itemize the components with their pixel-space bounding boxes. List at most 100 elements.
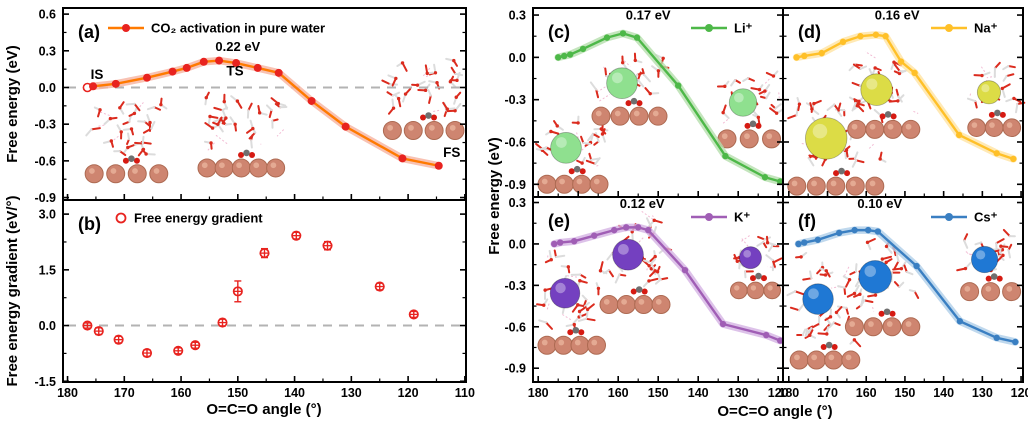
- copper-atom: [554, 174, 574, 194]
- water-o-h-bond: [582, 141, 592, 145]
- oxygen-atom: [656, 69, 661, 73]
- copper-atom: [845, 176, 865, 196]
- water-o-h-bond: [794, 290, 805, 296]
- data-point-marker: [1012, 338, 1019, 346]
- water-o-h-bond: [804, 328, 809, 338]
- water-o-h-bond: [1005, 73, 1015, 78]
- co2-carbon-atom: [994, 109, 1001, 117]
- co2-oxygen-atom: [636, 100, 643, 107]
- gradient-open-marker: [217, 317, 228, 328]
- oxygen-atom: [834, 310, 839, 315]
- y-tick-label: -0.6: [504, 320, 526, 334]
- water-o-h-bond: [606, 252, 614, 261]
- data-point-marker: [645, 226, 652, 234]
- oxygen-atom: [884, 244, 889, 249]
- inset-molecular-structure: [381, 57, 465, 141]
- data-point-marker: [857, 33, 864, 40]
- oxygen-atom: [555, 124, 559, 128]
- water-o-h-bond: [150, 120, 156, 130]
- oxygen-atom: [394, 76, 398, 81]
- x-tick-label: 150: [648, 386, 669, 400]
- hydrogen-bond: [967, 252, 973, 256]
- copper-atom: [197, 158, 217, 178]
- y-tick-label: 0.6: [39, 8, 56, 22]
- copper-atom: [824, 350, 844, 370]
- copper-atom: [901, 317, 921, 337]
- copper-atom: [865, 119, 885, 139]
- oxygen-atom: [810, 107, 814, 111]
- copper-atom: [587, 335, 606, 355]
- oxygen-atom: [858, 292, 862, 296]
- y-tick-label: 0.0: [39, 319, 56, 333]
- water-o-h-bond: [577, 317, 588, 322]
- oxygen-atom: [647, 264, 651, 268]
- copper-atom-highlight: [253, 162, 260, 169]
- y-tick-label: -0.9: [34, 191, 56, 205]
- hydrogen-bond: [764, 78, 771, 84]
- data-point-marker: [182, 63, 191, 72]
- oxygen-atom: [543, 288, 547, 292]
- co2-carbon-atom: [755, 272, 762, 280]
- hydrogen-bond: [864, 51, 876, 59]
- cation-highlight: [864, 265, 876, 277]
- oxygen-atom: [648, 91, 652, 96]
- alkali-cation-sphere: [612, 238, 644, 271]
- water-o-h-bond: [905, 270, 914, 276]
- hydrogen-bond: [652, 215, 654, 218]
- water-o-h-bond: [854, 263, 858, 273]
- copper-atom: [883, 119, 903, 139]
- y-tick-label: -0.9: [504, 362, 526, 376]
- copper-atom: [214, 158, 234, 178]
- data-point-marker: [864, 226, 872, 234]
- water-o-h-bond: [771, 259, 776, 268]
- y-tick-label: 0.0: [509, 51, 526, 65]
- alkali-cation-sphere: [739, 246, 762, 270]
- data-point-marker: [89, 82, 98, 91]
- gradient-open-marker: [173, 345, 184, 356]
- oxygen-atom: [757, 87, 762, 92]
- copper-atom-highlight: [887, 123, 894, 130]
- data-point-marker: [551, 240, 558, 248]
- oxygen-atom: [824, 269, 828, 273]
- gradient-open-marker: [322, 240, 333, 251]
- water-o-h-bond: [851, 159, 858, 168]
- copper-atom: [629, 106, 649, 126]
- data-point-marker: [835, 229, 843, 237]
- water-o-h-bond: [809, 270, 813, 280]
- x-tick-label: 170: [817, 386, 838, 400]
- hydrogen-bond: [778, 92, 780, 98]
- co2-oxygen-atom: [844, 170, 851, 177]
- legend-d: Na⁺: [931, 21, 998, 36]
- data-point-marker: [993, 334, 1000, 342]
- copper-atom: [382, 121, 402, 141]
- co2-carbon-atom: [243, 149, 250, 157]
- legend-open-circle-sample: [115, 212, 127, 224]
- data-point-marker: [398, 154, 407, 163]
- copper-atom: [149, 164, 169, 184]
- oxygen-atom: [1000, 86, 1005, 91]
- oxygen-atom: [425, 71, 429, 76]
- data-point-marker: [635, 224, 642, 231]
- data-point-marker: [872, 31, 880, 38]
- oxygen-atom: [400, 61, 405, 65]
- copper-atom-highlight: [985, 286, 992, 292]
- oxygen-atom: [884, 260, 888, 265]
- oxygen-atom: [209, 141, 213, 145]
- co2-oxygen-atom: [568, 168, 575, 175]
- x-tick-label: 180: [57, 386, 78, 400]
- oxygen-atom: [599, 127, 603, 131]
- copper-atom: [424, 121, 444, 141]
- annotation-0-17-ev: 0.17 eV: [626, 7, 671, 22]
- oxygen-atom: [897, 71, 902, 76]
- copper-atom-highlight: [964, 286, 971, 292]
- copper-atom: [248, 158, 268, 178]
- panel-frame: [782, 196, 1024, 383]
- copper-atom-highlight: [850, 180, 856, 187]
- copper-atom-highlight: [428, 124, 435, 131]
- oxygen-atom: [756, 115, 761, 120]
- water-o-h-bond: [1002, 65, 1010, 71]
- co2-oxygen-atom: [238, 151, 245, 158]
- oxygen-atom: [873, 66, 877, 70]
- oxygen-atom: [132, 111, 137, 116]
- x-axis-title-left: O=C=O angle (°): [206, 401, 321, 418]
